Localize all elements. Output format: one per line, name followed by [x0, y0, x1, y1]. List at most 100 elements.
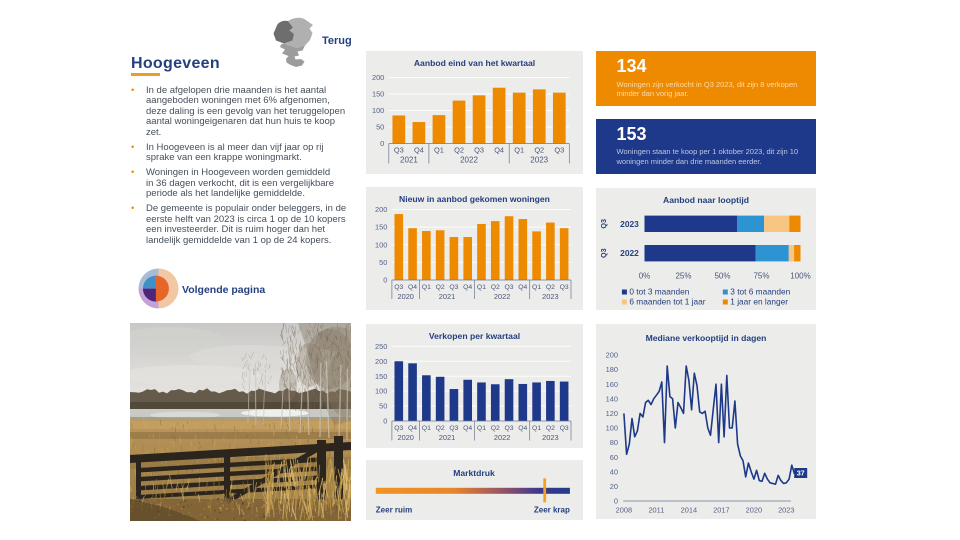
svg-text:Q1: Q1 — [514, 146, 524, 155]
svg-text:120: 120 — [605, 409, 617, 418]
svg-text:200: 200 — [375, 205, 387, 214]
svg-text:1 jaar en langer: 1 jaar en langer — [730, 296, 788, 306]
svg-text:3 tot 6 maanden: 3 tot 6 maanden — [730, 286, 790, 296]
svg-text:Q1: Q1 — [434, 146, 444, 155]
svg-text:2020: 2020 — [745, 505, 761, 514]
svg-text:Q2: Q2 — [491, 425, 500, 432]
svg-text:100: 100 — [372, 106, 384, 115]
svg-text:6 maanden tot 1 jaar: 6 maanden tot 1 jaar — [629, 296, 705, 306]
svg-text:Q1: Q1 — [532, 284, 541, 291]
svg-text:40: 40 — [609, 467, 617, 476]
svg-text:140: 140 — [605, 394, 617, 403]
svg-text:50: 50 — [379, 258, 387, 267]
svg-text:2023: 2023 — [542, 291, 558, 300]
svg-text:Q3: Q3 — [394, 425, 403, 432]
svg-text:75%: 75% — [753, 271, 769, 280]
svg-text:80: 80 — [609, 438, 617, 447]
svg-text:2014: 2014 — [680, 505, 696, 514]
svg-text:60: 60 — [609, 452, 617, 461]
svg-text:25%: 25% — [675, 271, 691, 280]
svg-text:Q4: Q4 — [414, 146, 424, 155]
svg-text:Q3: Q3 — [474, 146, 484, 155]
svg-text:150: 150 — [375, 222, 387, 231]
svg-text:100: 100 — [375, 386, 387, 395]
svg-text:2023: 2023 — [778, 505, 794, 514]
svg-text:2020: 2020 — [397, 432, 413, 441]
svg-text:Q3: Q3 — [554, 146, 564, 155]
svg-text:Q2: Q2 — [436, 425, 445, 432]
svg-text:Q4: Q4 — [463, 425, 472, 432]
svg-text:50: 50 — [379, 401, 387, 410]
svg-text:0%: 0% — [638, 271, 650, 280]
svg-text:Q1: Q1 — [477, 284, 486, 291]
svg-text:20: 20 — [609, 482, 617, 491]
svg-text:Q4: Q4 — [408, 284, 417, 291]
svg-text:0: 0 — [383, 275, 387, 284]
svg-text:2020: 2020 — [397, 291, 413, 300]
svg-text:Q3: Q3 — [449, 284, 458, 291]
svg-text:180: 180 — [605, 365, 617, 374]
svg-text:Aanbod eind van het kwartaal: Aanbod eind van het kwartaal — [414, 58, 535, 68]
svg-text:150: 150 — [375, 371, 387, 380]
svg-text:2008: 2008 — [615, 505, 631, 514]
svg-text:0 tot 3 maanden: 0 tot 3 maanden — [629, 286, 689, 296]
svg-text:2017: 2017 — [713, 505, 729, 514]
svg-text:2021: 2021 — [439, 432, 455, 441]
svg-text:Q3: Q3 — [560, 284, 569, 291]
svg-text:Q4: Q4 — [408, 425, 417, 432]
svg-text:Q2: Q2 — [436, 284, 445, 291]
svg-text:Q2: Q2 — [546, 284, 555, 291]
svg-text:Q3: Q3 — [394, 284, 403, 291]
svg-text:2021: 2021 — [439, 291, 455, 300]
svg-text:200: 200 — [372, 73, 384, 82]
svg-text:100: 100 — [375, 240, 387, 249]
svg-text:50%: 50% — [714, 271, 730, 280]
svg-text:150: 150 — [372, 90, 384, 99]
svg-text:50: 50 — [376, 123, 384, 132]
svg-text:Q1: Q1 — [477, 425, 486, 432]
svg-text:2021: 2021 — [400, 155, 418, 164]
svg-text:Q3: Q3 — [394, 146, 404, 155]
svg-text:0: 0 — [383, 416, 387, 425]
svg-text:Q2: Q2 — [546, 425, 555, 432]
svg-text:Q3: Q3 — [449, 425, 458, 432]
svg-text:Q2: Q2 — [491, 284, 500, 291]
svg-text:Verkopen per kwartaal: Verkopen per kwartaal — [429, 331, 520, 341]
svg-text:200: 200 — [605, 350, 617, 359]
svg-text:2011: 2011 — [648, 505, 664, 514]
svg-text:Q1: Q1 — [422, 425, 431, 432]
svg-text:0: 0 — [613, 496, 617, 505]
svg-text:Aanbod naar looptijd: Aanbod naar looptijd — [663, 195, 749, 205]
svg-text:200: 200 — [375, 356, 387, 365]
svg-text:2023: 2023 — [542, 432, 558, 441]
svg-text:Zeer ruim: Zeer ruim — [376, 505, 412, 514]
svg-text:37: 37 — [796, 468, 804, 477]
svg-text:Q4: Q4 — [494, 146, 504, 155]
svg-text:Q3: Q3 — [504, 425, 513, 432]
svg-text:Zeer krap: Zeer krap — [534, 505, 570, 514]
svg-text:Q4: Q4 — [463, 284, 472, 291]
svg-text:Mediane verkooptijd in dagen: Mediane verkooptijd in dagen — [645, 333, 766, 343]
svg-text:2022: 2022 — [494, 291, 510, 300]
svg-text:Q3: Q3 — [504, 284, 513, 291]
svg-text:0: 0 — [380, 139, 384, 148]
svg-text:100%: 100% — [790, 271, 810, 280]
svg-text:Q1: Q1 — [532, 425, 541, 432]
svg-text:250: 250 — [375, 341, 387, 350]
svg-text:Q2: Q2 — [454, 146, 464, 155]
svg-text:2023: 2023 — [620, 218, 639, 228]
svg-text:Q2: Q2 — [534, 146, 544, 155]
svg-text:2022: 2022 — [460, 155, 478, 164]
svg-text:2022: 2022 — [494, 432, 510, 441]
svg-text:Marktdruk: Marktdruk — [453, 468, 495, 478]
svg-text:Q4: Q4 — [518, 284, 527, 291]
svg-text:Q3: Q3 — [560, 425, 569, 432]
svg-text:Q3: Q3 — [599, 219, 608, 229]
svg-text:100: 100 — [605, 423, 617, 432]
svg-text:Q3: Q3 — [599, 248, 608, 258]
svg-text:Q4: Q4 — [518, 425, 527, 432]
svg-text:2023: 2023 — [530, 155, 548, 164]
svg-text:2022: 2022 — [620, 248, 639, 258]
svg-text:Q1: Q1 — [422, 284, 431, 291]
svg-text:160: 160 — [605, 379, 617, 388]
